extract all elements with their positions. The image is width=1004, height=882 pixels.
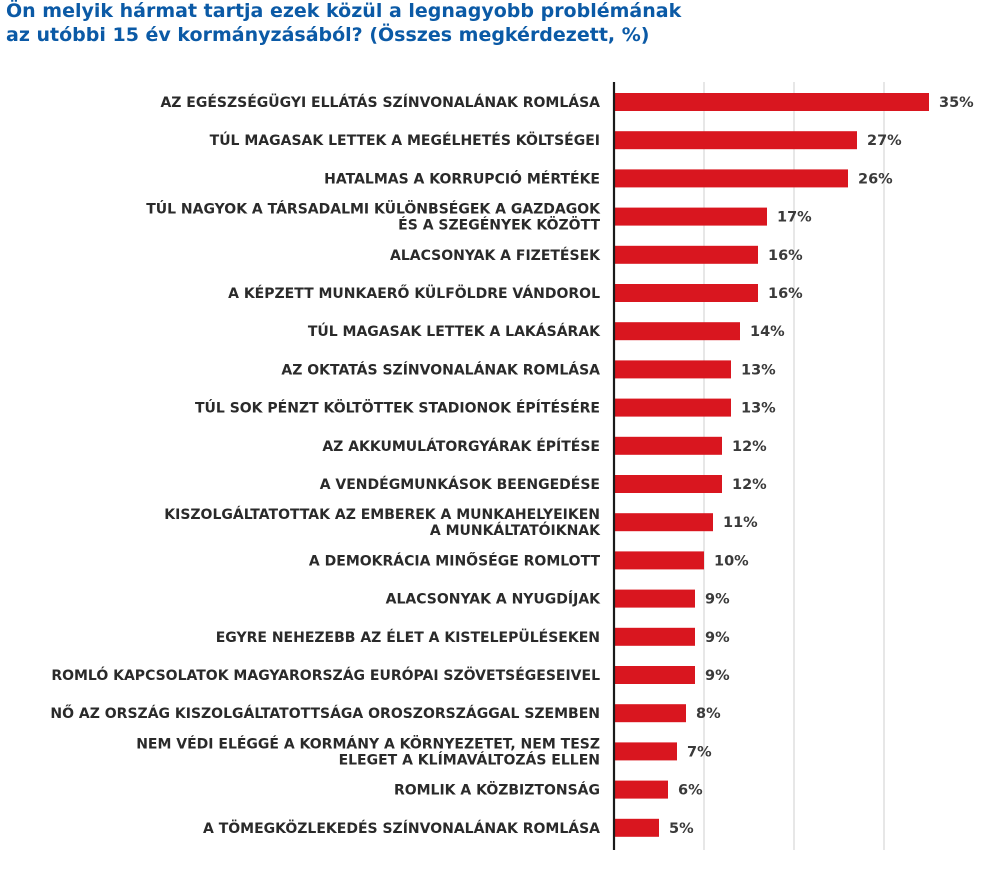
category-label-line: EGYRE NEHEZEBB AZ ÉLET A KISTELEPÜLÉSEKE… — [216, 628, 600, 646]
category-labels: AZ EGÉSZSÉGÜGYI ELLÁTÁS SZÍNVONALÁNAK RO… — [50, 93, 601, 837]
category-label-line: TÚL NAGYOK A TÁRSADALMI KÜLÖNBSÉGEK A GA… — [146, 200, 601, 218]
value-label: 6% — [678, 783, 703, 799]
category-label-line: HATALMAS A KORRUPCIÓ MÉRTÉKE — [324, 169, 600, 187]
bar — [614, 207, 767, 226]
bar — [614, 551, 704, 570]
bar — [614, 742, 677, 761]
category-label-line: ELEGET A KLÍMAVÁLTOZÁS ELLEN — [339, 751, 600, 768]
category-label: A DEMOKRÁCIA MINŐSÉGE ROMLOTT — [309, 551, 601, 569]
category-label: NŐ AZ ORSZÁG KISZOLGÁLTATOTTSÁGA OROSZOR… — [50, 704, 600, 722]
bar — [614, 589, 695, 608]
bar — [614, 436, 722, 455]
bar — [614, 398, 731, 417]
bar — [614, 666, 695, 684]
category-label-line: AZ EGÉSZSÉGÜGYI ELLÁTÁS SZÍNVONALÁNAK RO… — [160, 93, 600, 111]
value-label: 9% — [705, 668, 730, 684]
value-label: 12% — [732, 439, 767, 455]
category-label: AZ OKTATÁS SZÍNVONALÁNAK ROMLÁSA — [281, 361, 600, 378]
category-label: EGYRE NEHEZEBB AZ ÉLET A KISTELEPÜLÉSEKE… — [216, 628, 600, 646]
value-label: 8% — [696, 706, 721, 722]
category-label: A TÖMEGKÖZLEKEDÉS SZÍNVONALÁNAK ROMLÁSA — [203, 819, 600, 837]
bar — [614, 131, 857, 150]
category-label-line: AZ OKTATÁS SZÍNVONALÁNAK ROMLÁSA — [281, 361, 600, 378]
category-label-line: NŐ AZ ORSZÁG KISZOLGÁLTATOTTSÁGA OROSZOR… — [50, 704, 600, 722]
bar — [614, 169, 848, 188]
category-label: HATALMAS A KORRUPCIÓ MÉRTÉKE — [324, 169, 600, 187]
category-label: ALACSONYAK A NYUGDÍJAK — [386, 591, 601, 608]
chart-title-line-1: Ön melyik hármat tartja ezek közül a leg… — [6, 0, 682, 22]
value-label: 13% — [741, 362, 776, 378]
chart-title-line-2: az utóbbi 15 év kormányzásából? (Összes … — [6, 22, 649, 46]
bar — [614, 704, 686, 723]
category-label: TÚL NAGYOK A TÁRSADALMI KÜLÖNBSÉGEK A GA… — [146, 200, 601, 234]
category-label: TÚL MAGASAK LETTEK A LAKÁSÁRAK — [308, 322, 601, 340]
category-label-line: TÚL MAGASAK LETTEK A LAKÁSÁRAK — [308, 322, 601, 340]
bar — [614, 513, 713, 532]
grid-lines — [703, 82, 885, 850]
category-label-line: NEM VÉDI ELÉGGÉ A KORMÁNY A KÖRNYEZETET,… — [136, 734, 600, 752]
value-label: 5% — [669, 821, 694, 837]
category-label-line: ROMLIK A KÖZBIZTONSÁG — [394, 781, 600, 799]
value-label: 17% — [777, 210, 812, 226]
category-label: ALACSONYAK A FIZETÉSEK — [390, 247, 601, 264]
category-label: TÚL SOK PÉNZT KÖLTÖTTEK STADIONOK ÉPÍTÉS… — [195, 399, 600, 417]
value-label: 16% — [768, 286, 803, 302]
bar — [614, 627, 695, 646]
category-label: ROMLIK A KÖZBIZTONSÁG — [394, 781, 600, 799]
chart-title: Ön melyik hármat tartja ezek közül a leg… — [6, 0, 682, 46]
bar — [614, 284, 758, 302]
category-label-line: TÚL MAGASAK LETTEK A MEGÉLHETÉS KÖLTSÉGE… — [210, 131, 600, 149]
category-label-line: AZ AKKUMULÁTORGYÁRAK ÉPÍTÉSE — [322, 438, 600, 455]
category-label-line: ÉS A SZEGÉNYEK KÖZÖTT — [398, 216, 600, 234]
value-label: 35% — [939, 95, 974, 111]
value-label: 27% — [867, 133, 902, 149]
category-label-line: TÚL SOK PÉNZT KÖLTÖTTEK STADIONOK ÉPÍTÉS… — [195, 399, 600, 417]
category-label: AZ AKKUMULÁTORGYÁRAK ÉPÍTÉSE — [322, 438, 600, 455]
value-label: 12% — [732, 477, 767, 493]
category-label: KISZOLGÁLTATOTTAK AZ EMBEREK A MUNKAHELY… — [164, 506, 601, 539]
value-label: 14% — [750, 324, 785, 340]
value-label: 26% — [858, 171, 893, 187]
category-label-line: KISZOLGÁLTATOTTAK AZ EMBEREK A MUNKAHELY… — [164, 506, 600, 523]
value-label: 16% — [768, 248, 803, 264]
bar — [614, 360, 731, 379]
bar — [614, 245, 758, 264]
value-label: 9% — [705, 592, 730, 608]
category-label-line: A KÉPZETT MUNKAERŐ KÜLFÖLDRE VÁNDOROL — [228, 284, 600, 302]
category-label: A KÉPZETT MUNKAERŐ KÜLFÖLDRE VÁNDOROL — [228, 284, 600, 302]
category-label-line: ALACSONYAK A FIZETÉSEK — [390, 247, 601, 264]
category-label-line: A VENDÉGMUNKÁSOK BEENGEDÉSE — [320, 476, 600, 493]
category-label: A VENDÉGMUNKÁSOK BEENGEDÉSE — [320, 476, 600, 493]
value-label: 13% — [741, 401, 776, 417]
value-label: 9% — [705, 630, 730, 646]
category-label-line: A MUNKÁLTATÓIKNAK — [430, 521, 601, 539]
value-label: 7% — [687, 744, 712, 760]
category-label: AZ EGÉSZSÉGÜGYI ELLÁTÁS SZÍNVONALÁNAK RO… — [160, 93, 600, 111]
value-labels: 35% 27% 26% 17% 16% 16% 14% 13% 13% 12% 12% 11% 10% 9… — [669, 95, 974, 837]
bar — [614, 475, 722, 493]
bar — [614, 780, 668, 799]
category-label-line: A TÖMEGKÖZLEKEDÉS SZÍNVONALÁNAK ROMLÁSA — [203, 819, 600, 837]
bars — [614, 93, 929, 837]
category-label-line: A DEMOKRÁCIA MINŐSÉGE ROMLOTT — [309, 551, 601, 569]
category-label-line: ALACSONYAK A NYUGDÍJAK — [386, 591, 601, 608]
category-label: NEM VÉDI ELÉGGÉ A KORMÁNY A KÖRNYEZETET,… — [136, 734, 600, 768]
bar — [614, 322, 740, 341]
category-label-line: ROMLÓ KAPCSOLATOK MAGYARORSZÁG EURÓPAI S… — [51, 666, 600, 684]
value-label: 10% — [714, 553, 749, 569]
category-label: TÚL MAGASAK LETTEK A MEGÉLHETÉS KÖLTSÉGE… — [210, 131, 600, 149]
bar — [614, 818, 659, 837]
category-label: ROMLÓ KAPCSOLATOK MAGYARORSZÁG EURÓPAI S… — [51, 666, 600, 684]
value-label: 11% — [723, 515, 758, 531]
bar — [614, 93, 929, 111]
